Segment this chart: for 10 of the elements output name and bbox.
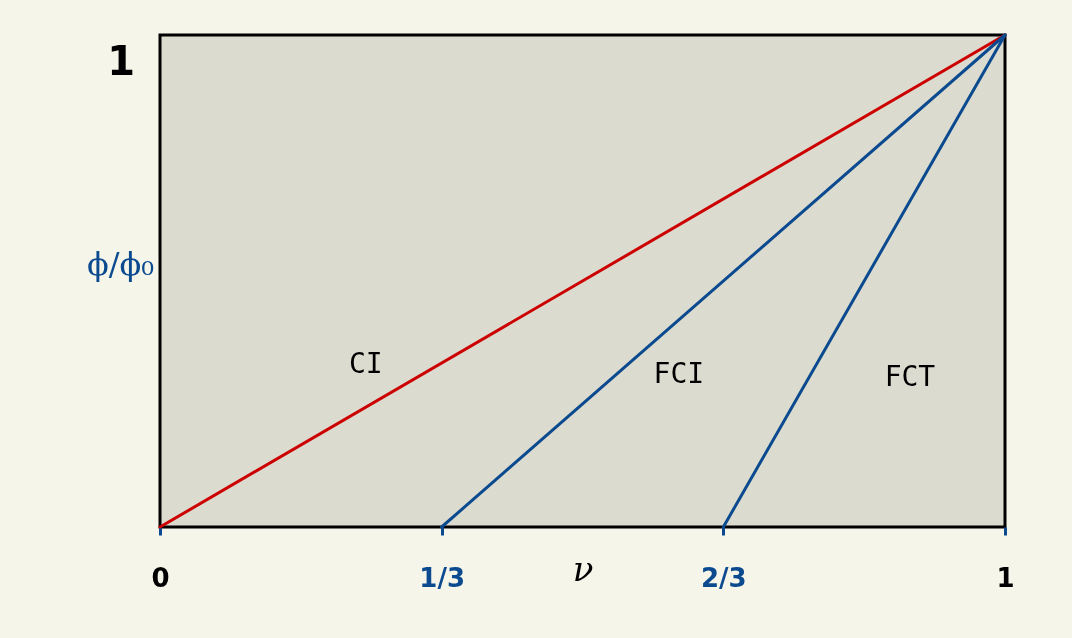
x-tick-label: 1/3	[419, 562, 465, 593]
x-axis-title: ν	[572, 548, 594, 589]
x-tick-label: 1	[996, 562, 1015, 593]
x-tick-label: 0	[151, 562, 170, 593]
x-tick-label: 2/3	[701, 562, 747, 593]
series-label: FCI	[653, 356, 705, 390]
y-axis-title: ϕ/ϕ₀	[86, 244, 155, 283]
text: 1	[107, 38, 135, 84]
text: FCT	[884, 359, 936, 393]
series-label: CI	[348, 346, 383, 380]
